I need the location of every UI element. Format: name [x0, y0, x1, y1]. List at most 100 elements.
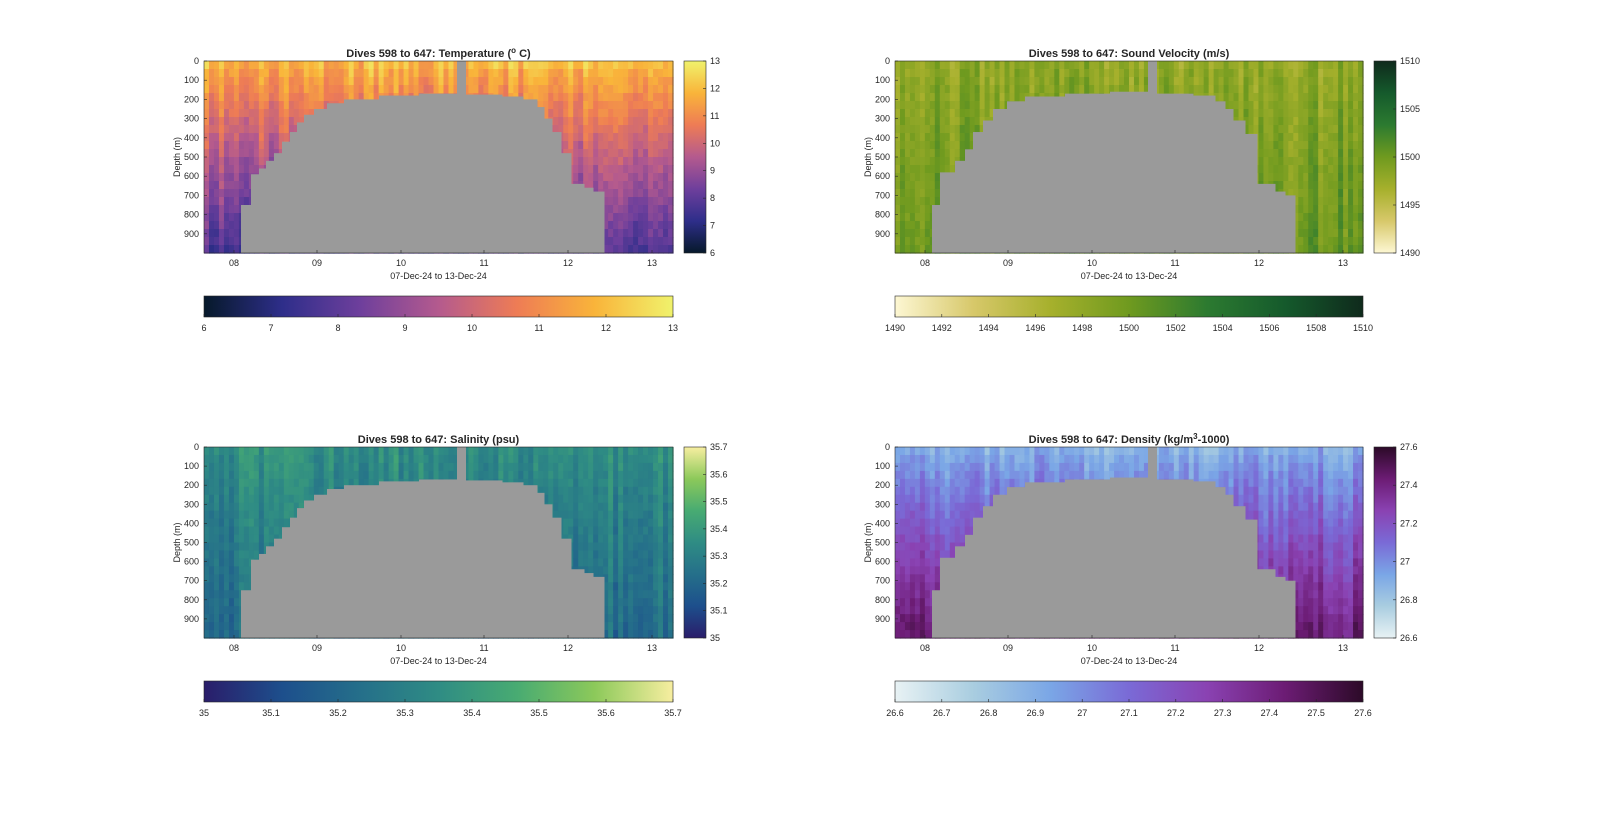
heatmap-cell: [1198, 61, 1205, 70]
heatmap-cell: [1318, 141, 1324, 150]
heatmap-cell: [378, 61, 385, 70]
heatmap-cell: [663, 109, 669, 118]
heatmap-cell: [218, 245, 225, 254]
heatmap-cell: [914, 117, 921, 126]
heatmap-cell: [493, 77, 499, 86]
heatmap-cell: [523, 69, 529, 78]
heatmap-cell: [313, 101, 320, 110]
heatmap-cell: [383, 61, 390, 70]
heatmap-cell: [248, 61, 255, 70]
heatmap-cell: [218, 478, 225, 488]
heatmap-cell: [563, 77, 569, 86]
heatmap-cell: [1313, 229, 1319, 238]
heatmap-cell: [323, 85, 330, 94]
x-tick-label: 13: [647, 258, 657, 268]
heatmap-cell: [1358, 125, 1364, 134]
heatmap-cell: [939, 133, 946, 142]
heatmap-cell: [919, 197, 926, 206]
heatmap-cell: [378, 77, 385, 86]
heatmap-cell: [899, 165, 906, 174]
heatmap-cell: [939, 101, 946, 110]
heatmap-cell: [1074, 77, 1080, 86]
heatmap-cell: [233, 117, 240, 126]
heatmap-cell: [483, 77, 489, 86]
heatmap-cell: [588, 173, 594, 182]
heatmap-cell: [228, 173, 235, 182]
heatmap-cell: [1358, 117, 1364, 126]
heatmap-cell: [623, 245, 629, 254]
heatmap-cell: [914, 197, 921, 206]
heatmap-cell: [1358, 237, 1364, 246]
heatmap-cell: [204, 125, 210, 134]
heatmap-cell: [1348, 221, 1354, 230]
heatmap-cell: [268, 117, 275, 126]
heatmap-cell: [1313, 221, 1319, 230]
heatmap-cell: [999, 85, 1006, 94]
heatmap-cell: [603, 165, 609, 174]
heatmap-cell: [613, 109, 619, 118]
heatmap-cell: [1263, 141, 1270, 150]
heatmap-cell: [363, 93, 370, 102]
heatmap-cell: [533, 69, 539, 78]
heatmap-cell: [1303, 181, 1309, 190]
heatmap-cell: [1168, 61, 1175, 70]
heatmap-cell: [949, 77, 956, 86]
heatmap-cell: [658, 109, 664, 118]
heatmap-cell: [633, 85, 639, 94]
heatmap-cell: [283, 77, 290, 86]
heatmap-cell: [204, 590, 210, 599]
heatmap-cell: [248, 93, 255, 102]
heatmap-cell: [895, 69, 901, 78]
heatmap-cell: [448, 61, 455, 70]
heatmap-cell: [944, 117, 951, 126]
heatmap-cell: [228, 502, 235, 512]
seafloor-mask: [266, 160, 275, 253]
heatmap-cell: [999, 101, 1006, 110]
heatmap-cell: [298, 93, 305, 102]
heatmap-cell: [949, 69, 956, 78]
heatmap-cell: [628, 157, 634, 166]
heatmap-cell: [233, 141, 240, 150]
heatmap-cell: [1238, 85, 1245, 94]
heatmap-cell: [218, 173, 225, 182]
heatmap-cell: [583, 85, 589, 94]
heatmap-cell: [204, 574, 210, 583]
heatmap-cell: [919, 109, 926, 118]
heatmap-cell: [238, 454, 245, 464]
seafloor-mask: [419, 93, 463, 253]
heatmap-cell: [268, 141, 275, 150]
heatmap-cell: [1328, 93, 1334, 102]
heatmap-cell: [1258, 85, 1265, 94]
colorbar-tick-label: 1508: [1306, 323, 1326, 333]
heatmap-cell: [1079, 77, 1085, 86]
heatmap-cell: [468, 69, 475, 78]
heatmap-cell: [533, 93, 539, 102]
heatmap-cell: [608, 213, 614, 222]
heatmap-cell: [1328, 197, 1334, 206]
heatmap-cell: [934, 125, 941, 134]
heatmap-cell: [663, 141, 669, 150]
heatmap-cell: [313, 93, 320, 102]
heatmap-cell: [218, 486, 225, 496]
heatmap-cell: [633, 205, 639, 214]
heatmap-cell: [1109, 69, 1115, 78]
heatmap-cell: [658, 181, 664, 190]
heatmap-cell: [1119, 69, 1125, 78]
colorbar-tick-label: 6: [710, 248, 715, 258]
heatmap-cell: [658, 229, 664, 238]
heatmap-cell: [1313, 181, 1319, 190]
heatmap-cell: [204, 566, 210, 575]
heatmap-cell: [273, 77, 280, 86]
heatmap-cell: [1243, 93, 1250, 102]
seafloor-mask: [274, 153, 283, 253]
heatmap-cell: [543, 101, 549, 110]
heatmap-cell: [243, 101, 250, 110]
heatmap-cell: [1273, 93, 1279, 102]
heatmap-cell: [1328, 101, 1334, 110]
heatmap-cell: [1138, 69, 1145, 78]
heatmap-cell: [503, 77, 509, 86]
heatmap-cell: [1348, 69, 1354, 78]
heatmap-cell: [228, 447, 235, 456]
heatmap-cell: [363, 61, 370, 70]
heatmap-cell: [233, 478, 240, 488]
